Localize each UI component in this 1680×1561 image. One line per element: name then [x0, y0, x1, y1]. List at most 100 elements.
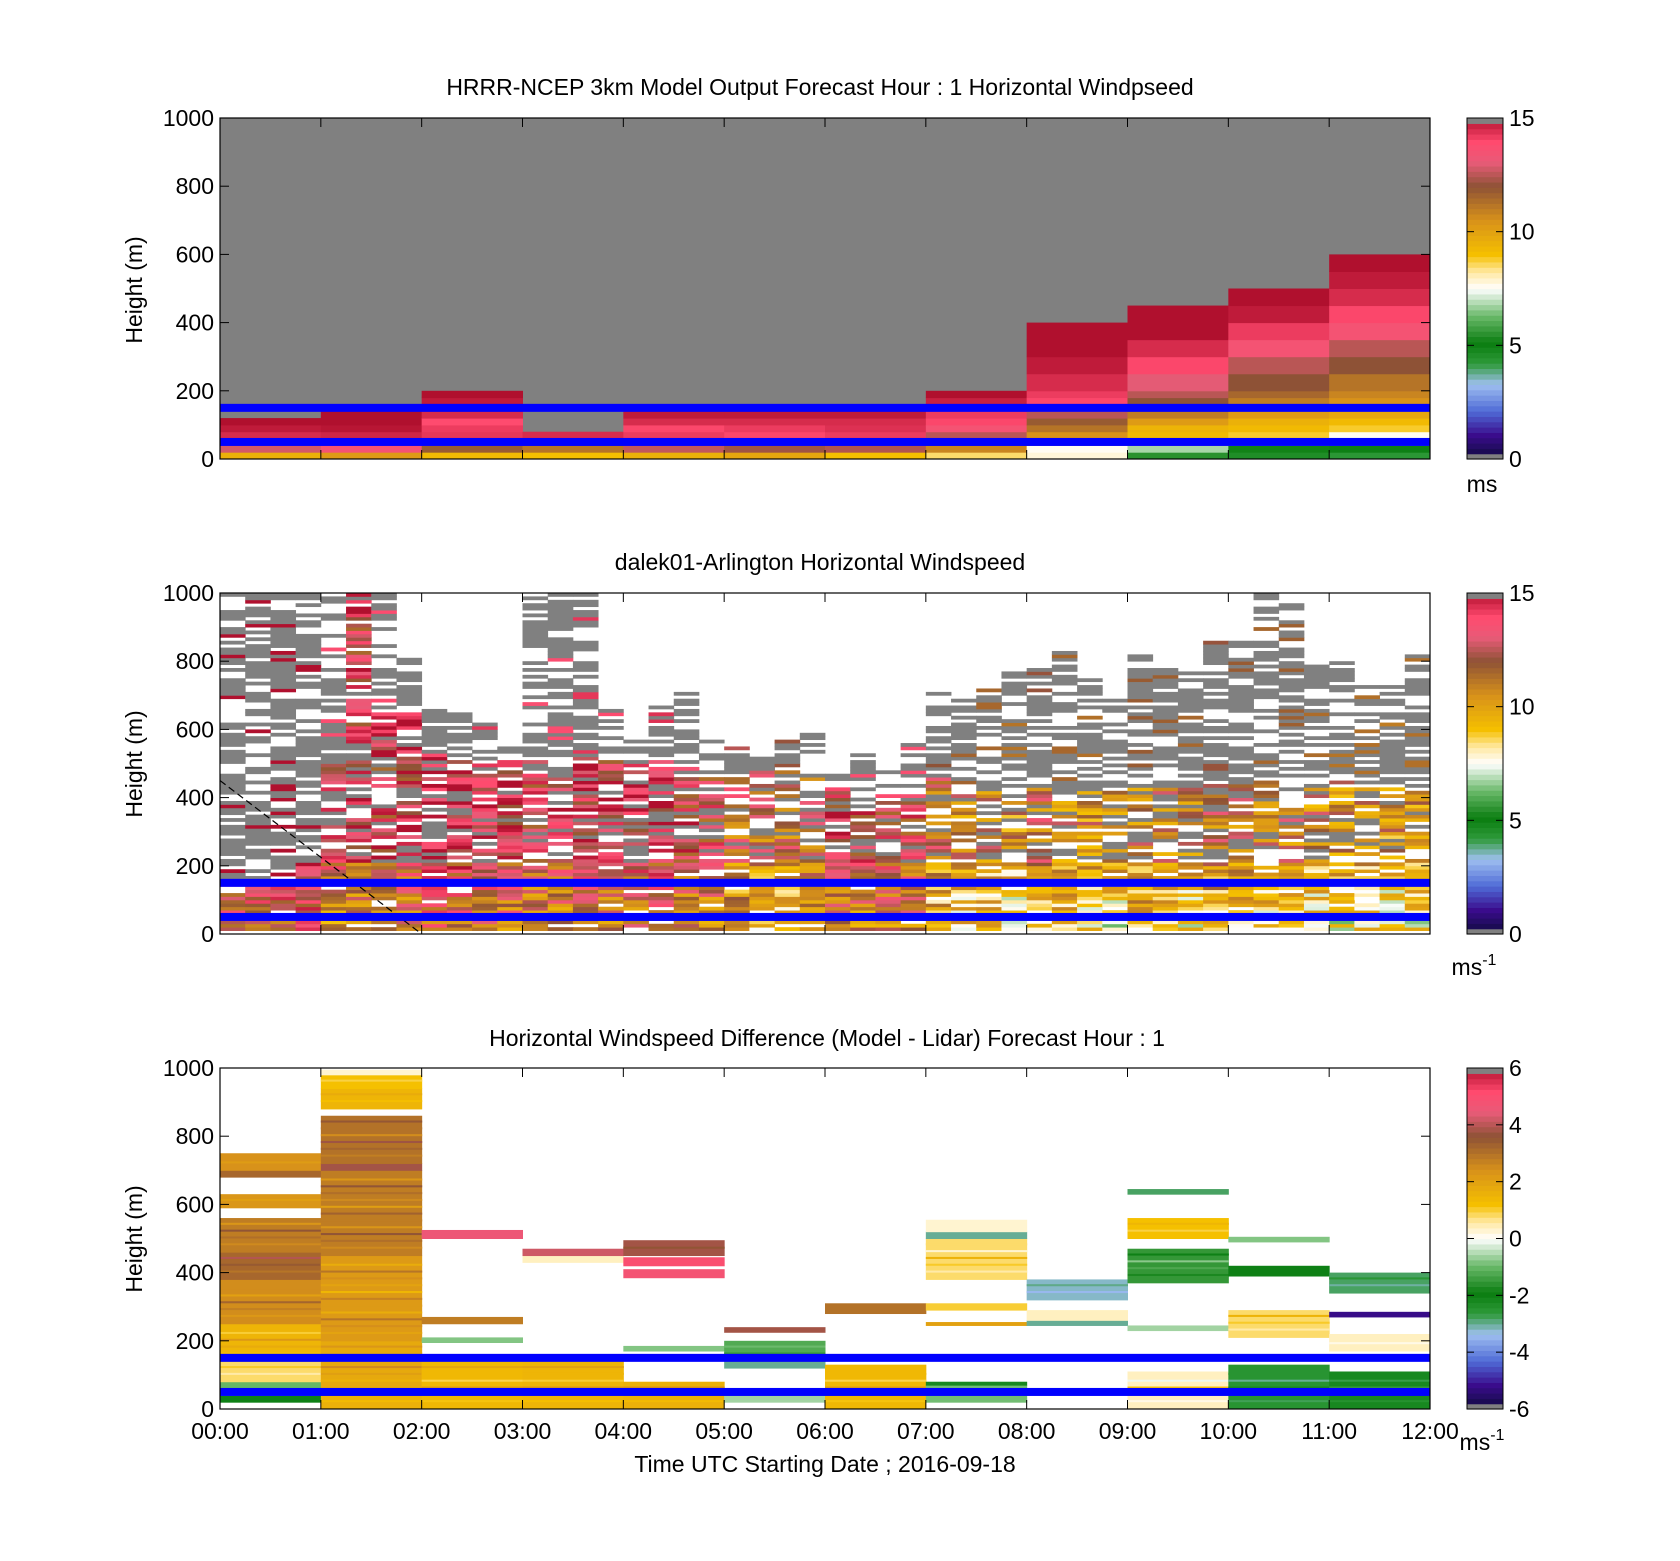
- lidar-cell: [522, 596, 549, 601]
- lidar-cell: [295, 729, 322, 734]
- lidar-cell: [421, 896, 448, 901]
- lidar-cell: [320, 896, 347, 901]
- lidar-cell: [1127, 719, 1154, 723]
- lidar-cell: [799, 824, 826, 829]
- colorbar-swatch: [1467, 1281, 1503, 1288]
- lidar-cell: [346, 886, 372, 891]
- lidar-cell: [295, 749, 322, 754]
- colorbar-swatch: [1467, 155, 1503, 162]
- difference-band-stripe: [220, 1256, 322, 1259]
- lidar-cell: [522, 886, 549, 891]
- lidar-cell: [1228, 804, 1254, 809]
- lidar-cell: [547, 729, 574, 734]
- lidar-cell: [320, 719, 347, 723]
- lidar-cell: [270, 650, 297, 655]
- lidar-cell: [346, 865, 372, 870]
- lidar-cell: [220, 725, 246, 730]
- colorbar-swatch: [1467, 357, 1503, 364]
- lidar-cell: [270, 633, 297, 638]
- colorbar-swatch: [1467, 373, 1503, 380]
- lidar-cell: [220, 613, 246, 618]
- lidar-cell: [320, 889, 347, 894]
- lidar-cell: [1102, 886, 1128, 891]
- lidar-cell: [497, 848, 523, 853]
- lidar-cell: [1379, 876, 1406, 880]
- lidar-cell: [724, 838, 750, 843]
- lidar-cell: [774, 855, 801, 860]
- lidar-cell: [925, 780, 952, 785]
- lidar-cell: [648, 766, 675, 771]
- colorbar-swatch: [1467, 843, 1503, 850]
- model-cell: [1329, 452, 1431, 460]
- model-cell: [825, 445, 927, 453]
- lidar-cell: [1177, 736, 1204, 741]
- lidar-cell: [396, 770, 423, 775]
- lidar-cell: [220, 780, 246, 785]
- lidar-cell: [1026, 896, 1053, 901]
- lidar-cell: [1051, 749, 1078, 754]
- lidar-cell: [976, 705, 1002, 710]
- lidar-cell: [320, 910, 347, 914]
- lidar-cell: [799, 777, 826, 781]
- lidar-cell: [522, 763, 549, 768]
- lidar-cell: [1077, 739, 1103, 744]
- colorbar-swatch: [1467, 277, 1503, 284]
- lidar-cell: [1354, 811, 1380, 816]
- lidar-cell: [547, 627, 574, 631]
- lidar-cell: [1001, 725, 1028, 730]
- lidar-cell: [749, 787, 775, 792]
- lidar-cell: [1253, 783, 1280, 788]
- lidar-cell: [1303, 923, 1330, 928]
- lidar-cell: [1051, 668, 1078, 672]
- lidar-cell: [220, 903, 246, 908]
- lidar-cell: [1228, 749, 1254, 754]
- difference-band-stripe: [220, 1229, 322, 1232]
- lidar-cell: [522, 797, 549, 802]
- lidar-cell: [1102, 896, 1128, 901]
- lidar-cell: [396, 674, 423, 679]
- lidar-cell: [1228, 858, 1254, 863]
- lidar-cell: [220, 616, 246, 621]
- lidar-colorbar-unit: ms-1: [1452, 952, 1497, 980]
- lidar-cell: [446, 865, 473, 870]
- y-tick-label: 0: [201, 921, 214, 947]
- lidar-cell: [371, 831, 397, 836]
- lidar-cell: [698, 841, 725, 846]
- lidar-cell: [1253, 831, 1280, 836]
- lidar-cell: [1152, 893, 1179, 897]
- lidar-cell: [1203, 736, 1229, 741]
- lidar-cell: [1077, 698, 1103, 703]
- lidar-cell: [673, 770, 700, 775]
- lidar-cell: [875, 818, 902, 822]
- lidar-cell: [1228, 657, 1254, 662]
- lidar-cell: [749, 807, 775, 812]
- model-cell: [1127, 445, 1229, 453]
- lidar-cell: [1278, 739, 1305, 744]
- lidar-cell: [522, 783, 549, 788]
- lidar-cell: [875, 899, 902, 904]
- lidar-cell: [1026, 753, 1053, 758]
- lidar-cell: [1329, 804, 1355, 809]
- lidar-cell: [1077, 872, 1103, 877]
- lidar-cell: [976, 783, 1002, 788]
- lidar-cell: [346, 893, 372, 897]
- lidar-cell: [1278, 876, 1305, 880]
- lidar-cell: [598, 773, 624, 778]
- lidar-cell: [295, 654, 322, 659]
- lidar-cell: [648, 729, 675, 734]
- lidar-cell: [1177, 725, 1204, 730]
- lidar-cell: [572, 746, 599, 751]
- lidar-cell: [497, 855, 523, 860]
- lidar-cell: [396, 835, 423, 839]
- lidar-cell: [270, 674, 297, 679]
- lidar-cell: [320, 753, 347, 758]
- lidar-cell: [245, 927, 271, 931]
- model-cell: [1329, 431, 1431, 440]
- difference-band-stripe: [220, 1222, 322, 1225]
- lidar-cell: [598, 869, 624, 874]
- lidar-cell: [371, 627, 397, 631]
- lidar-cell: [673, 893, 700, 897]
- lidar-cell: [472, 736, 498, 741]
- lidar-cell: [1404, 766, 1431, 771]
- lidar-cell: [976, 841, 1002, 846]
